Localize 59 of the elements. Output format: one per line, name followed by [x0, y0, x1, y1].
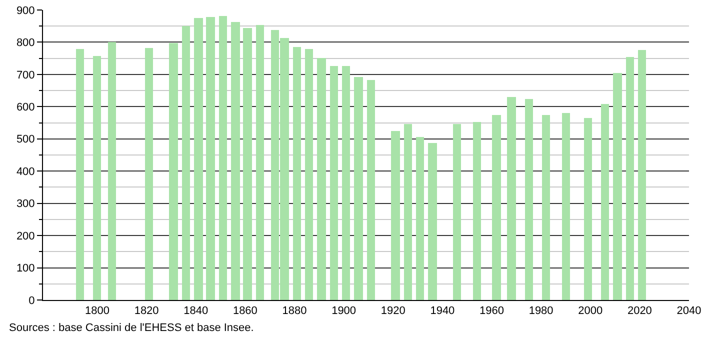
bar [206, 17, 215, 300]
bar [293, 47, 301, 300]
x-tick-label: 2020 [627, 305, 652, 318]
y-tick-label: 0 [28, 294, 35, 307]
bar [492, 115, 501, 300]
bar [93, 56, 101, 300]
bar [354, 77, 363, 300]
x-tick-label: 1820 [134, 305, 159, 318]
bar [243, 28, 252, 300]
bar [169, 43, 178, 300]
x-tick-label: 1960 [480, 305, 504, 318]
x-tick-label: 1800 [85, 305, 110, 318]
bar [182, 26, 190, 300]
bar [404, 124, 412, 300]
y-tick-label: 500 [16, 134, 35, 146]
bar [428, 143, 437, 300]
bar [330, 66, 338, 300]
bar [391, 131, 400, 300]
bar [305, 49, 313, 300]
y-tick-label: 900 [16, 4, 35, 17]
bar [613, 73, 622, 300]
bar [626, 57, 634, 300]
bar [219, 16, 227, 300]
y-tick-label: 800 [16, 37, 35, 50]
x-tick-label: 1920 [380, 305, 406, 318]
bar [194, 18, 203, 300]
x-tick-label: 2040 [676, 305, 702, 318]
y-tick-label: 600 [16, 102, 35, 114]
source-note: Sources : base Cassini de l'EHESS et base Insee. [9, 322, 254, 334]
x-tick-label: 2000 [578, 305, 603, 318]
x-tick-label: 1980 [528, 305, 554, 318]
bar [507, 97, 516, 300]
bar [525, 99, 533, 300]
bar [145, 48, 153, 300]
bar [317, 58, 326, 300]
x-tick-label: 1880 [282, 305, 307, 318]
bar [562, 113, 570, 300]
bar [367, 80, 375, 300]
bar [584, 118, 592, 300]
bar [453, 124, 461, 300]
x-tick-label: 1900 [332, 305, 356, 318]
x-tick-label: 1860 [232, 305, 258, 318]
bar [473, 122, 481, 300]
y-tick-label: 700 [16, 69, 35, 82]
bar [416, 137, 424, 300]
y-tick-label: 200 [16, 230, 35, 242]
bar [601, 104, 609, 300]
bar [542, 115, 550, 300]
bar [76, 49, 84, 300]
y-tick-label: 300 [16, 198, 35, 210]
x-tick-label: 1940 [430, 305, 455, 318]
bar [256, 25, 264, 300]
y-tick-label: 400 [16, 166, 35, 178]
bar [108, 42, 116, 300]
y-tick-label: 100 [16, 262, 35, 275]
bar [638, 50, 646, 300]
x-tick-label: 1840 [184, 305, 208, 318]
bar [231, 22, 240, 300]
bar [342, 66, 350, 300]
